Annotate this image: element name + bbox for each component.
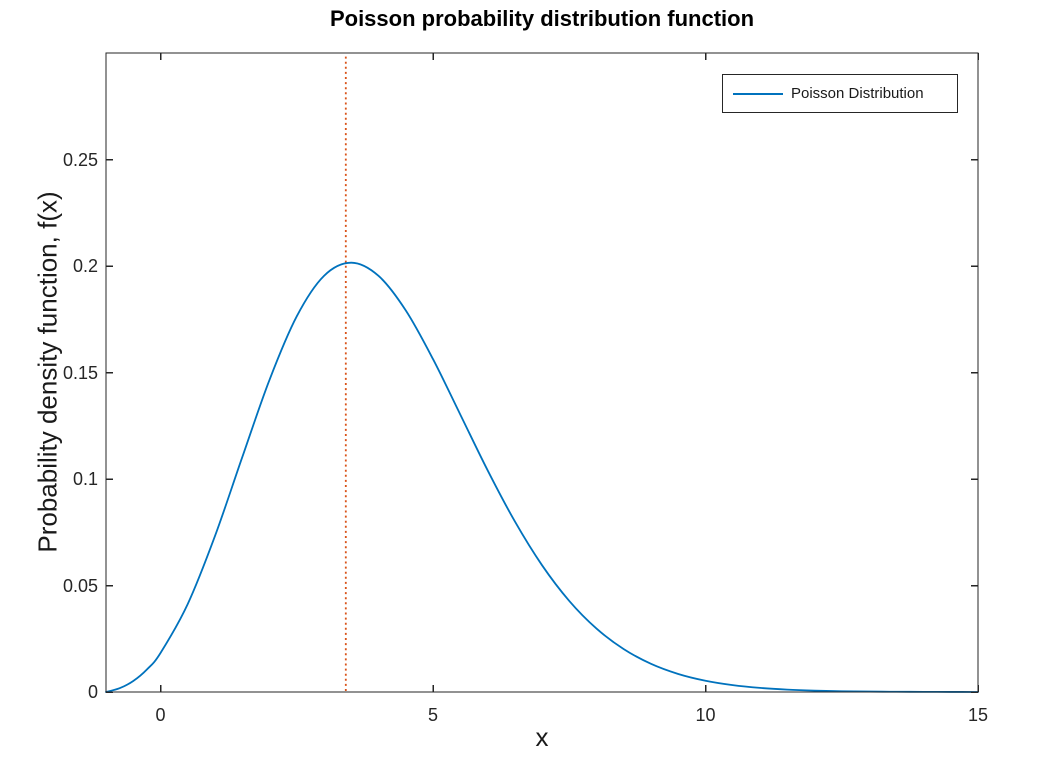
y-tick-label: 0	[87, 682, 98, 702]
x-tick-label: 10	[695, 705, 716, 725]
y-tick-label: 0.1	[72, 469, 98, 489]
y-tick-label: 0.05	[62, 575, 98, 596]
chart-title: Poisson probability distribution functio…	[329, 6, 755, 31]
legend-line-sample-icon	[733, 92, 783, 95]
x-axis-label: x	[535, 722, 549, 752]
legend-entry-label: Poisson Distribution	[791, 85, 924, 102]
plot-box	[105, 52, 979, 693]
x-tick-label: 0	[155, 705, 166, 725]
y-tick-label: 0.2	[72, 256, 98, 276]
y-tick-label: 0.15	[62, 362, 98, 383]
y-tick-label: 0.25	[62, 149, 98, 170]
poisson-curve	[105, 261, 979, 693]
x-tick-label: 5	[427, 705, 438, 725]
legend: Poisson Distribution	[722, 74, 958, 113]
x-tick-label: 15	[967, 705, 989, 725]
